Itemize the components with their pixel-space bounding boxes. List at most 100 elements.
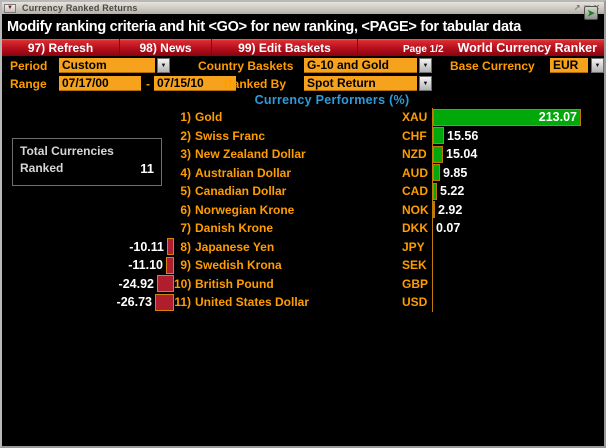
currency-name-cell: 10) British Pound — [174, 275, 402, 294]
ranked-by-label: Ranked By — [224, 77, 287, 91]
currency-name: Canadian Dollar — [195, 184, 287, 199]
positive-bar — [433, 127, 444, 145]
currency-ticker: SEK — [402, 258, 427, 273]
value-label: 5.22 — [440, 184, 465, 199]
export-page-icon[interactable]: ➤ — [584, 6, 598, 20]
positive-bar-zone: 0.07 — [432, 219, 586, 238]
range-end-input[interactable]: 07/15/10 — [154, 76, 236, 91]
value-label: 213.07 — [538, 110, 577, 125]
value-label: -24.92 — [118, 276, 154, 291]
chevron-down-icon: ▼ — [422, 62, 429, 69]
currency-name: Japanese Yen — [195, 239, 275, 254]
currency-ticker: XAU — [402, 110, 428, 125]
ranked-by-select[interactable]: Spot Return — [304, 76, 417, 91]
currency-name: New Zealand Dollar — [195, 147, 306, 162]
ranked-label: Ranked — [20, 161, 64, 175]
menu-bar: 97) Refresh 98) News 99) Edit Baskets Pa… — [2, 39, 604, 56]
currency-ticker: NOK — [402, 202, 429, 217]
range-label: Range — [10, 77, 47, 91]
value-label: -11.10 — [128, 258, 163, 273]
currency-name: Australian Dollar — [195, 165, 292, 180]
value-label: 2.92 — [438, 202, 463, 217]
menu-item-news[interactable]: 98) News — [120, 39, 212, 56]
menu-item-refresh[interactable]: 97) Refresh — [2, 39, 120, 56]
currency-name: Swedish Krona — [195, 258, 282, 273]
currency-name: Swiss Franc — [195, 128, 266, 143]
rank-number: 5) — [180, 184, 191, 199]
negative-bar — [167, 238, 174, 256]
positive-bar-zone: 9.85 — [432, 163, 586, 182]
negative-bar-zone — [2, 108, 174, 127]
app-title: World Currency Ranker — [457, 40, 597, 55]
window-title: Currency Ranked Returns — [22, 3, 138, 13]
value-label: -26.73 — [116, 295, 152, 310]
restore-icon[interactable]: ↗ — [573, 3, 581, 12]
chevron-down-icon: ▼ — [422, 80, 429, 87]
negative-bar — [157, 275, 174, 293]
rank-number: 11) — [174, 295, 191, 310]
chart-row: -11.10 9) Swedish Krona SEK — [2, 256, 586, 275]
rank-number: 4) — [180, 165, 191, 180]
positive-bar — [433, 108, 581, 126]
currency-ticker: DKK — [402, 221, 428, 236]
range-separator: - — [146, 77, 150, 91]
base-currency-select[interactable]: EUR — [550, 58, 588, 73]
ranked-count: 11 — [140, 161, 154, 176]
rank-number: 7) — [180, 221, 191, 236]
currency-name-cell: 3) New Zealand Dollar — [174, 145, 402, 164]
total-currencies-label: Total Currencies — [20, 144, 114, 158]
chart-row: 4) Australian Dollar AUD 9.85 — [2, 163, 586, 183]
chart-row: 5) Canadian Dollar CAD 5.22 — [2, 182, 586, 201]
negative-bar-zone — [2, 219, 174, 238]
period-dropdown-button[interactable]: ▼ — [157, 58, 170, 73]
total-currencies-box: Total Currencies Ranked 11 — [12, 138, 162, 186]
currency-ticker: USD — [402, 295, 428, 310]
currency-name: Gold — [195, 110, 223, 125]
rank-number: 9) — [180, 258, 191, 273]
value-label: 15.04 — [446, 147, 478, 162]
window-menu-button[interactable]: ▼ — [4, 3, 16, 13]
value-label: 0.07 — [436, 221, 461, 236]
currency-name-cell: 4) Australian Dollar — [174, 164, 402, 183]
currency-name-cell: 2) Swiss Franc — [174, 127, 402, 146]
range-start-input[interactable]: 07/17/00 — [59, 76, 141, 91]
country-baskets-dropdown-button[interactable]: ▼ — [419, 58, 432, 73]
positive-bar-wrap: 213.07 — [433, 108, 581, 126]
chart-row: 6) Norwegian Krone NOK 2.92 — [2, 200, 586, 220]
chevron-down-icon: ▼ — [160, 62, 167, 69]
negative-bar — [166, 256, 174, 274]
period-label: Period — [10, 59, 48, 73]
chart-title: Currency Performers (%) — [254, 93, 410, 107]
base-currency-label: Base Currency — [450, 59, 535, 73]
period-select[interactable]: Custom — [59, 58, 155, 73]
currency-name-cell: 9) Swedish Krona — [174, 256, 402, 275]
currency-ticker: CHF — [402, 128, 427, 143]
positive-bar-zone: 213.07 — [432, 108, 586, 127]
currency-name: Danish Krone — [195, 221, 274, 236]
rank-number: 8) — [180, 239, 191, 254]
chart-row: -26.73 11) United States Dollar USD — [2, 293, 586, 312]
negative-bar-zone: -26.73 — [2, 293, 174, 312]
negative-bar-zone — [2, 201, 174, 220]
currency-name-cell: 7) Danish Krone — [174, 219, 402, 238]
positive-bar — [433, 145, 443, 163]
positive-bar — [433, 201, 435, 219]
currency-name-cell: 8) Japanese Yen — [174, 238, 402, 257]
negative-bar-zone: -11.10 — [2, 256, 174, 275]
rank-number: 1) — [180, 110, 191, 125]
currency-name-cell: 11) United States Dollar — [174, 293, 402, 312]
menu-item-edit-baskets[interactable]: 99) Edit Baskets — [212, 39, 358, 56]
message-text: Modify ranking criteria and hit <GO> for… — [7, 19, 522, 35]
rank-number: 2) — [180, 128, 191, 143]
ranked-by-dropdown-button[interactable]: ▼ — [419, 76, 432, 91]
negative-bar — [155, 293, 174, 311]
page-indicator: Page 1/2 — [403, 43, 444, 55]
positive-bar-zone — [432, 237, 586, 256]
country-baskets-select[interactable]: G-10 and Gold — [304, 58, 417, 73]
positive-bar-zone: 15.56 — [432, 126, 586, 145]
base-currency-dropdown-button[interactable]: ▼ — [591, 58, 604, 73]
currency-ticker: NZD — [402, 147, 427, 162]
positive-bar-zone: 5.22 — [432, 182, 586, 201]
window-title-bar[interactable]: ▼ Currency Ranked Returns ↗ □ ✕ — [2, 2, 604, 15]
rank-number: 6) — [180, 202, 191, 217]
